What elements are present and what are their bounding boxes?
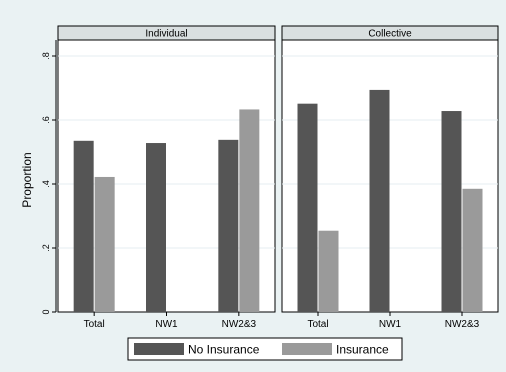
- legend-label: Insurance: [336, 343, 389, 357]
- bar-no-insurance-nw2-3: [441, 111, 462, 312]
- y-tick-label: .2: [41, 244, 51, 252]
- bar-no-insurance-nw1: [369, 89, 390, 312]
- bar-no-insurance-nw1: [146, 143, 166, 312]
- bar-insurance-total: [94, 176, 115, 312]
- bar-insurance-nw2-3: [462, 188, 483, 312]
- x-tick-label: NW1: [155, 319, 178, 330]
- panel-plot-background: [57, 39, 276, 313]
- x-tick-label: Total: [84, 319, 105, 330]
- y-axis-title: Proportion: [20, 152, 34, 207]
- legend-box: [127, 337, 403, 361]
- y-tick-label: .6: [41, 116, 51, 124]
- panel-plot-background: [281, 39, 499, 313]
- x-tick-label: NW1: [379, 319, 402, 330]
- y-tick-label: .8: [41, 52, 51, 60]
- bar-no-insurance-total: [297, 103, 318, 313]
- panel-1: Collective Total NW1 NW2&3: [281, 25, 499, 330]
- bar-no-insurance-nw2-3: [218, 139, 239, 312]
- panel-title: Individual: [145, 29, 187, 40]
- x-tick-label: NW2&3: [222, 319, 257, 330]
- legend: No Insurance Insurance: [127, 337, 403, 361]
- bar-insurance-total: [318, 230, 339, 312]
- panel-title: Collective: [368, 29, 412, 40]
- legend-label: No Insurance: [188, 343, 260, 357]
- x-tick-label: NW2&3: [445, 319, 480, 330]
- y-tick-label: .4: [41, 180, 51, 188]
- bar-insurance-nw2-3: [239, 109, 260, 312]
- x-tick-label: Total: [307, 319, 328, 330]
- panel-0: Individual Total NW1 NW2&3: [57, 25, 276, 330]
- bar-no-insurance-total: [73, 140, 94, 312]
- y-tick-label: 0: [41, 309, 51, 314]
- legend-swatch-insurance: [282, 343, 332, 355]
- legend-swatch-no-insurance: [134, 343, 184, 355]
